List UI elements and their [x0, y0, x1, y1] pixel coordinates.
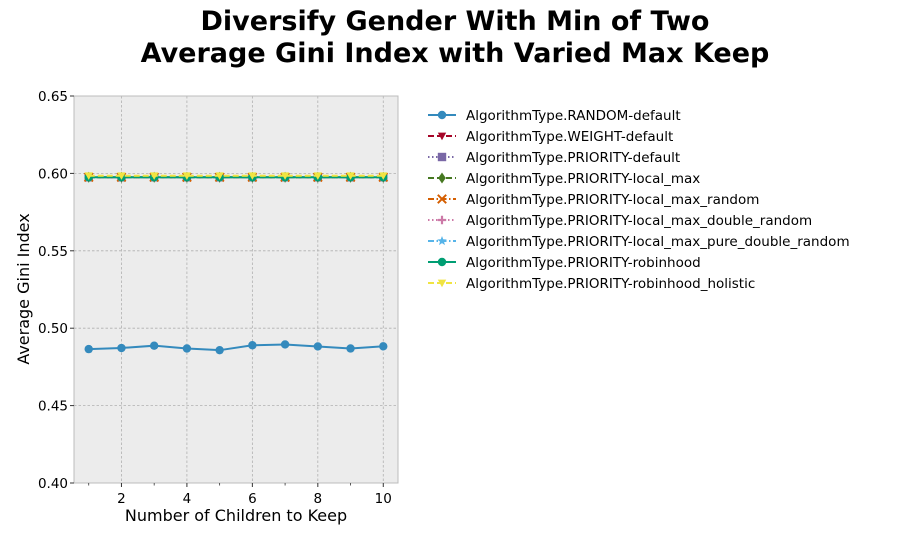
y-tick-label: 0.45 — [38, 399, 68, 415]
y-tick-label: 0.50 — [38, 321, 68, 337]
data-point — [346, 344, 355, 353]
axis-ticks: 2 4 6 8 10 0.40 0.45 0.50 0.55 0.60 0.65 — [38, 89, 392, 507]
y-tick-label: 0.60 — [38, 166, 68, 182]
legend-label: AlgorithmType.RANDOM-default — [466, 108, 681, 124]
data-point — [313, 172, 323, 180]
data-point — [379, 172, 388, 180]
x-tick-label: 10 — [375, 491, 392, 507]
plot-frame — [73, 95, 399, 484]
series-group — [83, 171, 389, 355]
data-point — [117, 343, 126, 353]
legend-label: AlgorithmType.PRIORITY-robinhood — [466, 255, 701, 271]
legend-marker — [438, 172, 446, 184]
x-tick-label: 4 — [183, 491, 192, 507]
legend-label: AlgorithmType.PRIORITY-local_max — [466, 171, 700, 187]
data-point — [215, 172, 224, 180]
legend-marker — [437, 215, 447, 225]
legend-entry: AlgorithmType.RANDOM-default — [428, 108, 681, 124]
data-point — [84, 172, 93, 180]
chart-title: Diversify Gender With Min of Two Average… — [0, 6, 900, 70]
y-tick-label: 0.65 — [38, 89, 68, 105]
legend-marker — [437, 279, 447, 288]
x-tick-label: 8 — [314, 491, 323, 507]
legend-label: AlgorithmType.PRIORITY-default — [466, 150, 680, 166]
plot-area — [74, 96, 398, 483]
chart-title-line-1: Diversify Gender With Min of Two — [200, 6, 710, 37]
legend-label: AlgorithmType.PRIORITY-robinhood_holisti… — [466, 276, 755, 292]
plot-border — [73, 95, 399, 484]
legend-label: AlgorithmType.WEIGHT-default — [466, 129, 673, 145]
legend-entry: AlgorithmType.PRIORITY-robinhood_holisti… — [428, 276, 755, 292]
legend-marker — [437, 235, 447, 246]
data-point — [182, 344, 192, 353]
data-point — [248, 341, 257, 350]
x-tick-label: 2 — [117, 491, 126, 507]
legend-entry: AlgorithmType.PRIORITY-default — [428, 150, 680, 166]
legend-marker — [437, 152, 447, 162]
series-8 — [84, 172, 388, 180]
legend-entry: AlgorithmType.PRIORITY-robinhood — [428, 255, 701, 271]
legend: AlgorithmType.RANDOM-default AlgorithmTyp… — [428, 108, 850, 292]
data-point — [182, 172, 192, 180]
data-point — [248, 172, 257, 180]
legend-label: AlgorithmType.PRIORITY-local_max_pure_do… — [466, 234, 850, 250]
y-tick-label: 0.55 — [38, 244, 68, 260]
data-point — [313, 342, 323, 351]
legend-label: AlgorithmType.PRIORITY-local_max_random — [466, 192, 759, 208]
data-point — [215, 345, 224, 355]
data-point — [346, 172, 355, 180]
plot-background — [74, 96, 398, 483]
legend-entry: AlgorithmType.WEIGHT-default — [428, 129, 673, 145]
y-tick-label: 0.40 — [38, 476, 68, 492]
legend-entry: AlgorithmType.PRIORITY-local_max_pure_do… — [428, 234, 850, 250]
legend-marker — [437, 257, 447, 267]
data-point — [280, 340, 290, 349]
chart-title-line-2: Average Gini Index with Varied Max Keep — [140, 38, 770, 69]
data-point — [149, 172, 159, 180]
x-tick-label: 6 — [248, 491, 257, 507]
legend-marker — [437, 132, 447, 141]
data-point — [149, 341, 159, 350]
series-0 — [84, 340, 388, 355]
legend-entry: AlgorithmType.PRIORITY-local_max — [428, 171, 700, 187]
x-axis-label: Number of Children to Keep — [125, 506, 347, 525]
legend-entry: AlgorithmType.PRIORITY-local_max_random — [428, 192, 759, 208]
legend-entry: AlgorithmType.PRIORITY-local_max_double_… — [428, 213, 812, 229]
legend-marker — [437, 194, 447, 204]
y-axis-label: Average Gini Index — [14, 213, 33, 364]
series-line — [88, 343, 384, 352]
legend-label: AlgorithmType.PRIORITY-local_max_double_… — [466, 213, 812, 229]
data-point — [379, 342, 388, 351]
data-point — [280, 172, 290, 180]
data-point — [84, 344, 93, 354]
data-point — [117, 172, 126, 180]
legend-marker — [437, 110, 447, 120]
